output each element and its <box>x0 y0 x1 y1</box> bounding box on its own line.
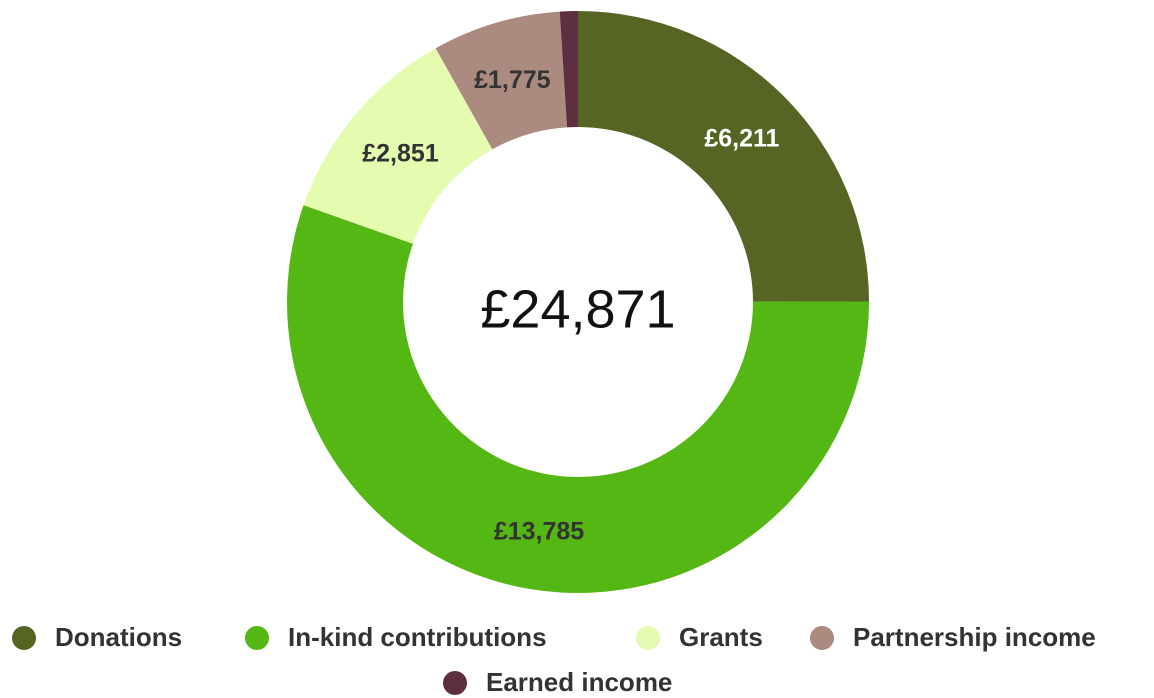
center-total: £24,871 <box>480 279 675 339</box>
legend-label: Partnership income <box>853 622 1096 652</box>
legend-marker <box>12 626 36 650</box>
slice-label: £1,775 <box>474 66 551 94</box>
slice-label: £2,851 <box>362 139 439 167</box>
legend-label: In-kind contributions <box>288 622 547 652</box>
legend-marker <box>636 626 660 650</box>
legend-label: Earned income <box>486 667 672 697</box>
legend-marker <box>810 626 834 650</box>
donut-slice <box>286 205 869 593</box>
donut-slice <box>578 11 869 302</box>
donut-slice <box>559 11 578 128</box>
slice-label: £6,211 <box>704 124 779 152</box>
slice-label: £13,785 <box>494 517 584 545</box>
legend-marker <box>443 671 467 695</box>
donut-slice <box>435 11 567 150</box>
donut-slice <box>303 48 493 244</box>
legend-label: Grants <box>679 622 763 652</box>
legend-label: Donations <box>55 622 182 652</box>
legend-marker <box>245 626 269 650</box>
